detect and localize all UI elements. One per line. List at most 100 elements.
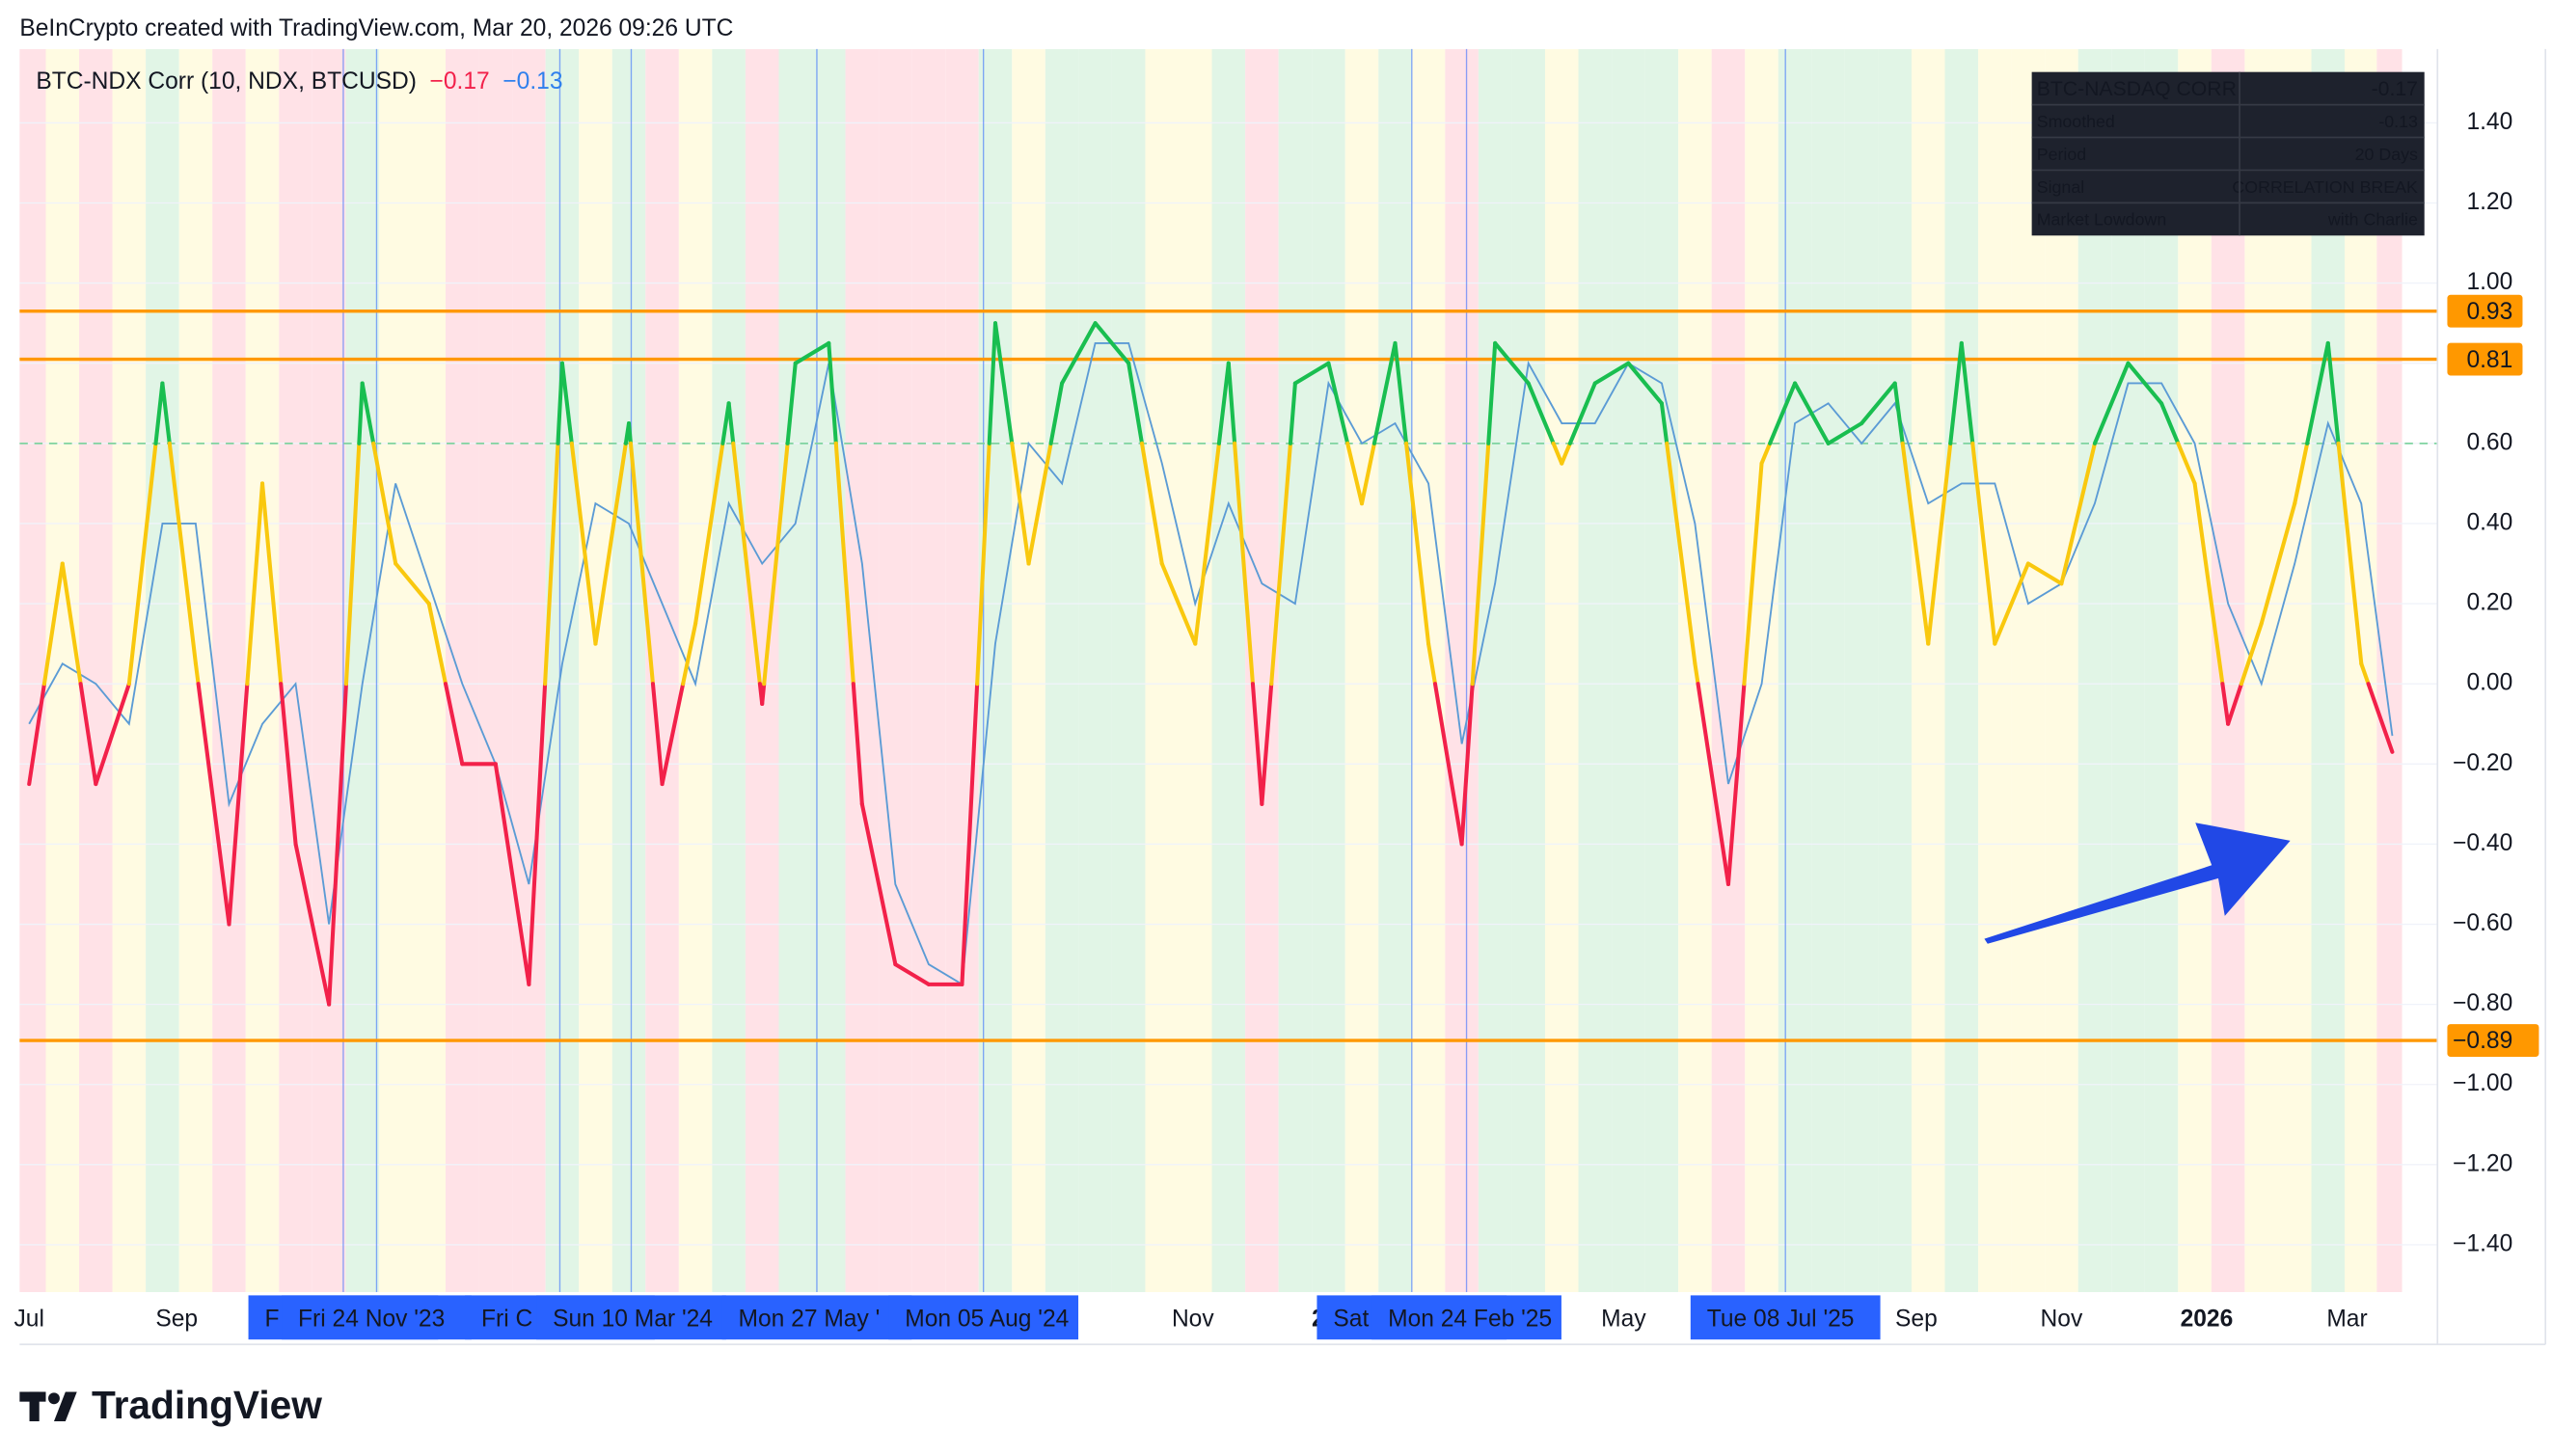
table-label: Market Lowdown [2037, 210, 2167, 229]
marker-label-box [888, 1295, 1079, 1340]
signal-line [1892, 381, 1905, 445]
signal-line [1567, 381, 1597, 445]
signal-line [559, 361, 574, 445]
signal-line [259, 481, 284, 687]
signal-line [27, 682, 46, 787]
signal-line [987, 321, 998, 445]
signal-band [1911, 48, 1945, 1293]
signal-line [167, 441, 198, 666]
signal-line [660, 682, 686, 787]
signal-line [196, 682, 231, 927]
signal-line [2176, 441, 2197, 486]
signal-line [1948, 340, 1964, 445]
y-tick-label: 0.00 [2466, 670, 2512, 696]
signal-line [160, 381, 172, 445]
level-label: −0.89 [2453, 1028, 2512, 1054]
signal-line [1526, 381, 1556, 445]
signal-band [1612, 48, 1645, 1293]
legend-value: −0.17 [430, 67, 490, 94]
signal-band [1178, 48, 1212, 1293]
x-tick-label: Mar [2326, 1306, 2367, 1332]
signal-line [1768, 381, 1798, 445]
signal-line [1269, 441, 1293, 687]
marker-label: Mon 05 Aug '24 [905, 1306, 1069, 1332]
table-label: Period [2037, 145, 2086, 164]
signal-band [1711, 48, 1746, 1293]
x-tick-label: Nov [2041, 1306, 2083, 1332]
table-value: -0.17 [2372, 78, 2418, 100]
signal-band [1411, 48, 1446, 1293]
y-tick-label: −1.40 [2453, 1230, 2512, 1256]
signal-line [1860, 381, 1897, 426]
signal-line [543, 441, 560, 687]
plot [19, 48, 2438, 1293]
signal-band [312, 48, 346, 1293]
signal-line [293, 842, 332, 1007]
signal-line [2325, 340, 2341, 445]
signal-band [1145, 48, 1179, 1293]
y-tick-label: 0.40 [2466, 509, 2512, 535]
x-tick-label: Jul [14, 1306, 44, 1332]
signal-band [79, 48, 113, 1293]
signal-line [1193, 441, 1221, 646]
signal-line [1626, 361, 1664, 406]
signal-line [245, 481, 265, 687]
signal-line [1696, 682, 1731, 886]
arrow [1984, 822, 2291, 944]
signal-line [1226, 361, 1237, 445]
signal-line [2159, 401, 2181, 445]
signal-band [19, 48, 46, 1293]
signal-band [1278, 48, 1313, 1293]
y-tick-label: −1.00 [2453, 1070, 2512, 1096]
signal-band [778, 48, 813, 1293]
signal-line [2259, 501, 2297, 626]
signal-line [833, 441, 855, 687]
signal-line [327, 682, 348, 1007]
signal-line [992, 321, 1015, 445]
signal-band [1878, 48, 1912, 1293]
table-value: 20 Days [2355, 145, 2418, 164]
signal-band [1644, 48, 1679, 1293]
signal-line [2239, 621, 2264, 687]
x-tick-label: 2026 [2181, 1306, 2234, 1332]
x-tick-label: Sep [1895, 1306, 1938, 1332]
signal-line [1404, 441, 1431, 646]
level-label: 0.93 [2466, 299, 2512, 325]
signal-band [1844, 48, 1879, 1293]
marker-label-box [1690, 1295, 1881, 1340]
signal-line [1459, 682, 1475, 847]
signal-line [731, 441, 762, 687]
signal-line [227, 682, 250, 927]
signal-band [1745, 48, 1778, 1293]
signal-line [1010, 441, 1031, 566]
logo-shape [53, 1391, 77, 1421]
signal-line [78, 682, 98, 787]
signal-line [2059, 441, 2097, 586]
signal-line [153, 381, 165, 445]
signal-line [1233, 441, 1255, 687]
signal-line [493, 762, 531, 986]
signal-line [2336, 441, 2364, 666]
legend: BTC-NDX Corr (10, NDX, BTCUSD) −0.17 −0.13 [36, 67, 562, 94]
signal-band [879, 48, 912, 1293]
signal-line [1250, 682, 1264, 806]
signal-line [343, 441, 362, 687]
table-label: BTC-NASDAQ CORR [2037, 78, 2237, 100]
y-tick-label: 0.20 [2466, 590, 2512, 616]
signal-band [279, 48, 312, 1293]
signal-line [1560, 441, 1572, 466]
signal-line [1060, 321, 1098, 386]
signal-line [1665, 441, 1697, 666]
signal-line [2192, 481, 2225, 687]
marker-label-box [282, 1295, 472, 1340]
signal-band [712, 48, 746, 1293]
signal-line [2025, 561, 2064, 586]
marker-label: Tue 08 Jul '25 [1707, 1306, 1855, 1332]
signal-band [1511, 48, 1545, 1293]
y-tick-label: −1.20 [2453, 1150, 2512, 1176]
signal-line [2126, 361, 2164, 406]
y-tick-label: 1.40 [2466, 109, 2512, 135]
x-tick-label: Sep [155, 1306, 198, 1332]
signal-line [1725, 682, 1747, 886]
